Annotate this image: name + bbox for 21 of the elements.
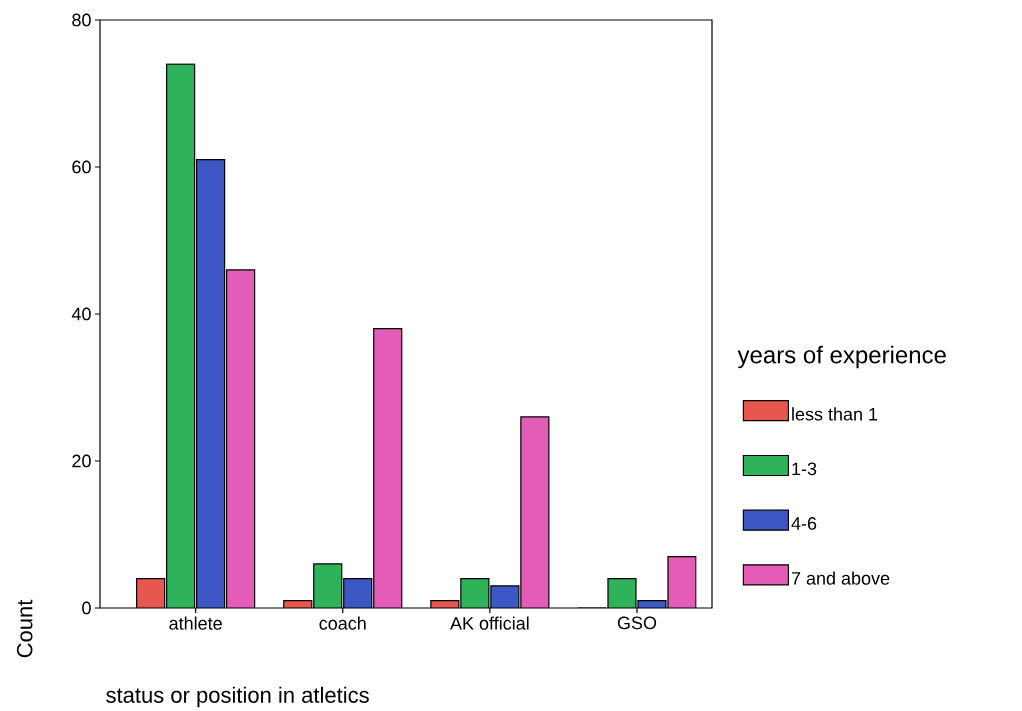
- y-tick-label: 60: [72, 160, 91, 174]
- legend-title: years of experience: [737, 345, 946, 369]
- y-tick-label: 80: [72, 13, 91, 27]
- legend-label: 7 and above: [791, 571, 890, 585]
- y-tick-label: 40: [71, 307, 91, 321]
- legend-label: 1-3: [792, 462, 817, 476]
- y-tick-label: 0: [82, 601, 91, 615]
- x-tick-label: GSO: [617, 616, 657, 630]
- bar: [313, 563, 343, 608]
- legend-label: 4-6: [791, 517, 817, 530]
- bar: [196, 159, 226, 608]
- y-axis-title: Count: [16, 599, 33, 658]
- y-tick-label: 20: [72, 454, 91, 468]
- bar: [166, 63, 196, 608]
- x-tick-label: coach: [319, 616, 366, 630]
- x-tick-label: AK official: [450, 616, 529, 630]
- x-axis-title: status or position in atletics: [106, 686, 369, 708]
- x-tick-label: athlete: [169, 616, 222, 630]
- legend-label: less than 1: [792, 407, 878, 421]
- bar: [343, 577, 373, 608]
- bar: [136, 577, 166, 608]
